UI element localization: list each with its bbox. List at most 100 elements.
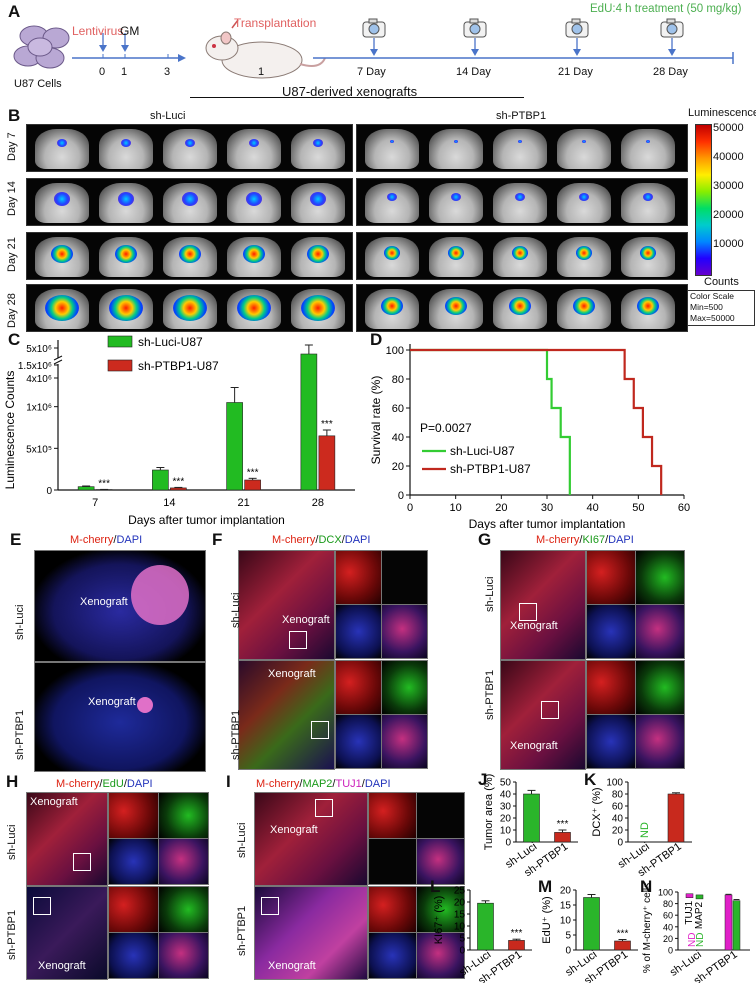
n-nd-label: ND <box>695 933 706 947</box>
micrograph-zoom-tile <box>381 604 428 659</box>
zoom-region-box <box>519 603 537 621</box>
luminescence-signal <box>381 296 403 315</box>
luminescence-signal <box>249 139 259 147</box>
c-ytick-label: 1x10⁶ <box>26 403 52 414</box>
panel-letter-e: E <box>10 530 22 549</box>
h-xenograft-label-1: Xenograft <box>30 796 78 808</box>
bar-nd-label: ND <box>639 822 651 838</box>
mouse-image <box>99 289 153 329</box>
micrograph-zoom-tile <box>586 604 636 659</box>
d-xtick-label: 50 <box>632 502 644 514</box>
h-row-sh-ptbp1: sh-PTBP1 <box>6 909 18 960</box>
d-xtick-label: 40 <box>587 502 599 514</box>
micrograph-zoom-tile <box>635 714 685 769</box>
mouse-image <box>365 237 419 277</box>
d-ytick-label: 100 <box>386 345 404 357</box>
luminescence-signal <box>118 191 134 206</box>
row-label-day28: Day 28 <box>6 293 18 328</box>
d-ytick-label: 20 <box>392 461 404 473</box>
scale-box-line1: Color Scale <box>690 291 734 301</box>
d-ytick-label: 40 <box>392 432 404 444</box>
g-row-sh-luci: sh-Luci <box>484 576 496 612</box>
bar-ytick-label: 5 <box>459 934 465 945</box>
bar-ytick-label: 40 <box>500 790 512 801</box>
luminescence-signal <box>57 139 67 147</box>
panel-i-title: M-cherry/MAP2/TUJ1/DAPI <box>256 778 391 790</box>
d-xlabel: Days after tumor implantation <box>469 517 626 530</box>
h-xenograft-label-2: Xenograft <box>38 960 86 972</box>
bar-ytick-label: 20 <box>454 898 466 909</box>
luminescence-signal <box>243 244 265 263</box>
e-title-sep: / <box>113 534 117 546</box>
mouse-image <box>557 129 611 169</box>
day-28-label: 28 Day <box>653 66 688 78</box>
g-title-dapi: DAPI <box>608 534 634 546</box>
scale-tick-10000: 10000 <box>713 238 744 250</box>
mouse-image <box>163 183 217 223</box>
n-legend-label: TUJ1 <box>684 900 695 924</box>
c-significance: *** <box>247 467 259 478</box>
micrograph-zoom-tile <box>108 932 159 979</box>
luminescence-scale-title: Luminescence <box>688 107 756 119</box>
d-legend-label: sh-PTBP1-U87 <box>450 462 531 476</box>
luminescence-signal <box>582 140 586 144</box>
f-title-mcherry: M-cherry <box>272 534 316 546</box>
micrograph-zoom-tile <box>108 792 159 839</box>
luminescence-signal <box>54 191 70 206</box>
i-row-sh-ptbp1: sh-PTBP1 <box>236 905 248 956</box>
n-ytick-label: 40 <box>663 922 673 932</box>
day-21-label: 21 Day <box>558 66 593 78</box>
micrograph-zoom-tile <box>381 660 428 715</box>
mouse-image <box>291 237 345 277</box>
zoom-region-box <box>289 631 307 649</box>
mouse-image <box>429 289 483 329</box>
d-ytick-label: 80 <box>392 374 404 386</box>
micrograph-zoom-tile <box>635 604 685 659</box>
micrograph-zoom-tile <box>335 714 382 769</box>
mouse-image <box>557 183 611 223</box>
mouse-image <box>227 129 281 169</box>
c-ytick-label: 5x10⁵ <box>26 444 52 455</box>
scale-tick-50000: 50000 <box>713 122 744 134</box>
luminescence-signal <box>115 244 137 263</box>
zoom-region-box <box>33 897 51 915</box>
i-title-dapi: DAPI <box>364 778 391 790</box>
bar-ytick-label: 60 <box>612 802 624 813</box>
bar-ytick-label: 20 <box>560 886 572 897</box>
luminescence-signal <box>637 296 659 315</box>
luminescence-signal <box>173 294 207 321</box>
luminescence-signal <box>179 244 201 263</box>
d-ytick-label: 0 <box>398 490 404 502</box>
luminescence-signal <box>518 140 522 144</box>
mouse-image <box>163 289 217 329</box>
bar-ytick-label: 80 <box>612 790 624 801</box>
panel-letter-g: G <box>478 530 492 549</box>
mouse-image <box>365 183 419 223</box>
micrograph-zoom-tile <box>586 550 636 605</box>
panel-e-title: M-cherry/DAPI <box>70 534 142 546</box>
luminescence-signal <box>640 245 656 260</box>
mouse-image <box>227 237 281 277</box>
xenograft-header: U87-derived xenografts <box>282 84 418 99</box>
c-significance: *** <box>98 478 110 489</box>
bar-ytick-label: 25 <box>454 886 466 897</box>
micrograph-main <box>26 792 108 886</box>
g-row-sh-ptbp1: sh-PTBP1 <box>484 669 496 720</box>
mouse-image <box>291 289 345 329</box>
zoom-region-box <box>541 701 559 719</box>
f-row-sh-luci: sh-Luci <box>230 592 242 628</box>
panel-letter-b: B <box>8 106 21 125</box>
chart-c-luminescence: 05x10⁵1x10⁶1.5x10⁶4x10⁶5x10⁶7***14***21*… <box>3 335 355 527</box>
bar-ylabel: KI67⁺ (%) <box>433 896 445 945</box>
n-ytick-label: 80 <box>663 899 673 909</box>
mouse-image <box>493 237 547 277</box>
c-ytick-label: 0 <box>46 486 52 497</box>
row-label-day7: Day 7 <box>6 132 18 161</box>
bar-ytick-label: 0 <box>565 946 571 957</box>
bar-rect <box>477 902 494 951</box>
luminescence-signal <box>384 245 400 260</box>
row-label-day14: Day 14 <box>6 181 18 216</box>
color-scale-box: Color Scale Min=500 Max=50000 <box>687 290 755 326</box>
bio-strip <box>26 232 353 280</box>
